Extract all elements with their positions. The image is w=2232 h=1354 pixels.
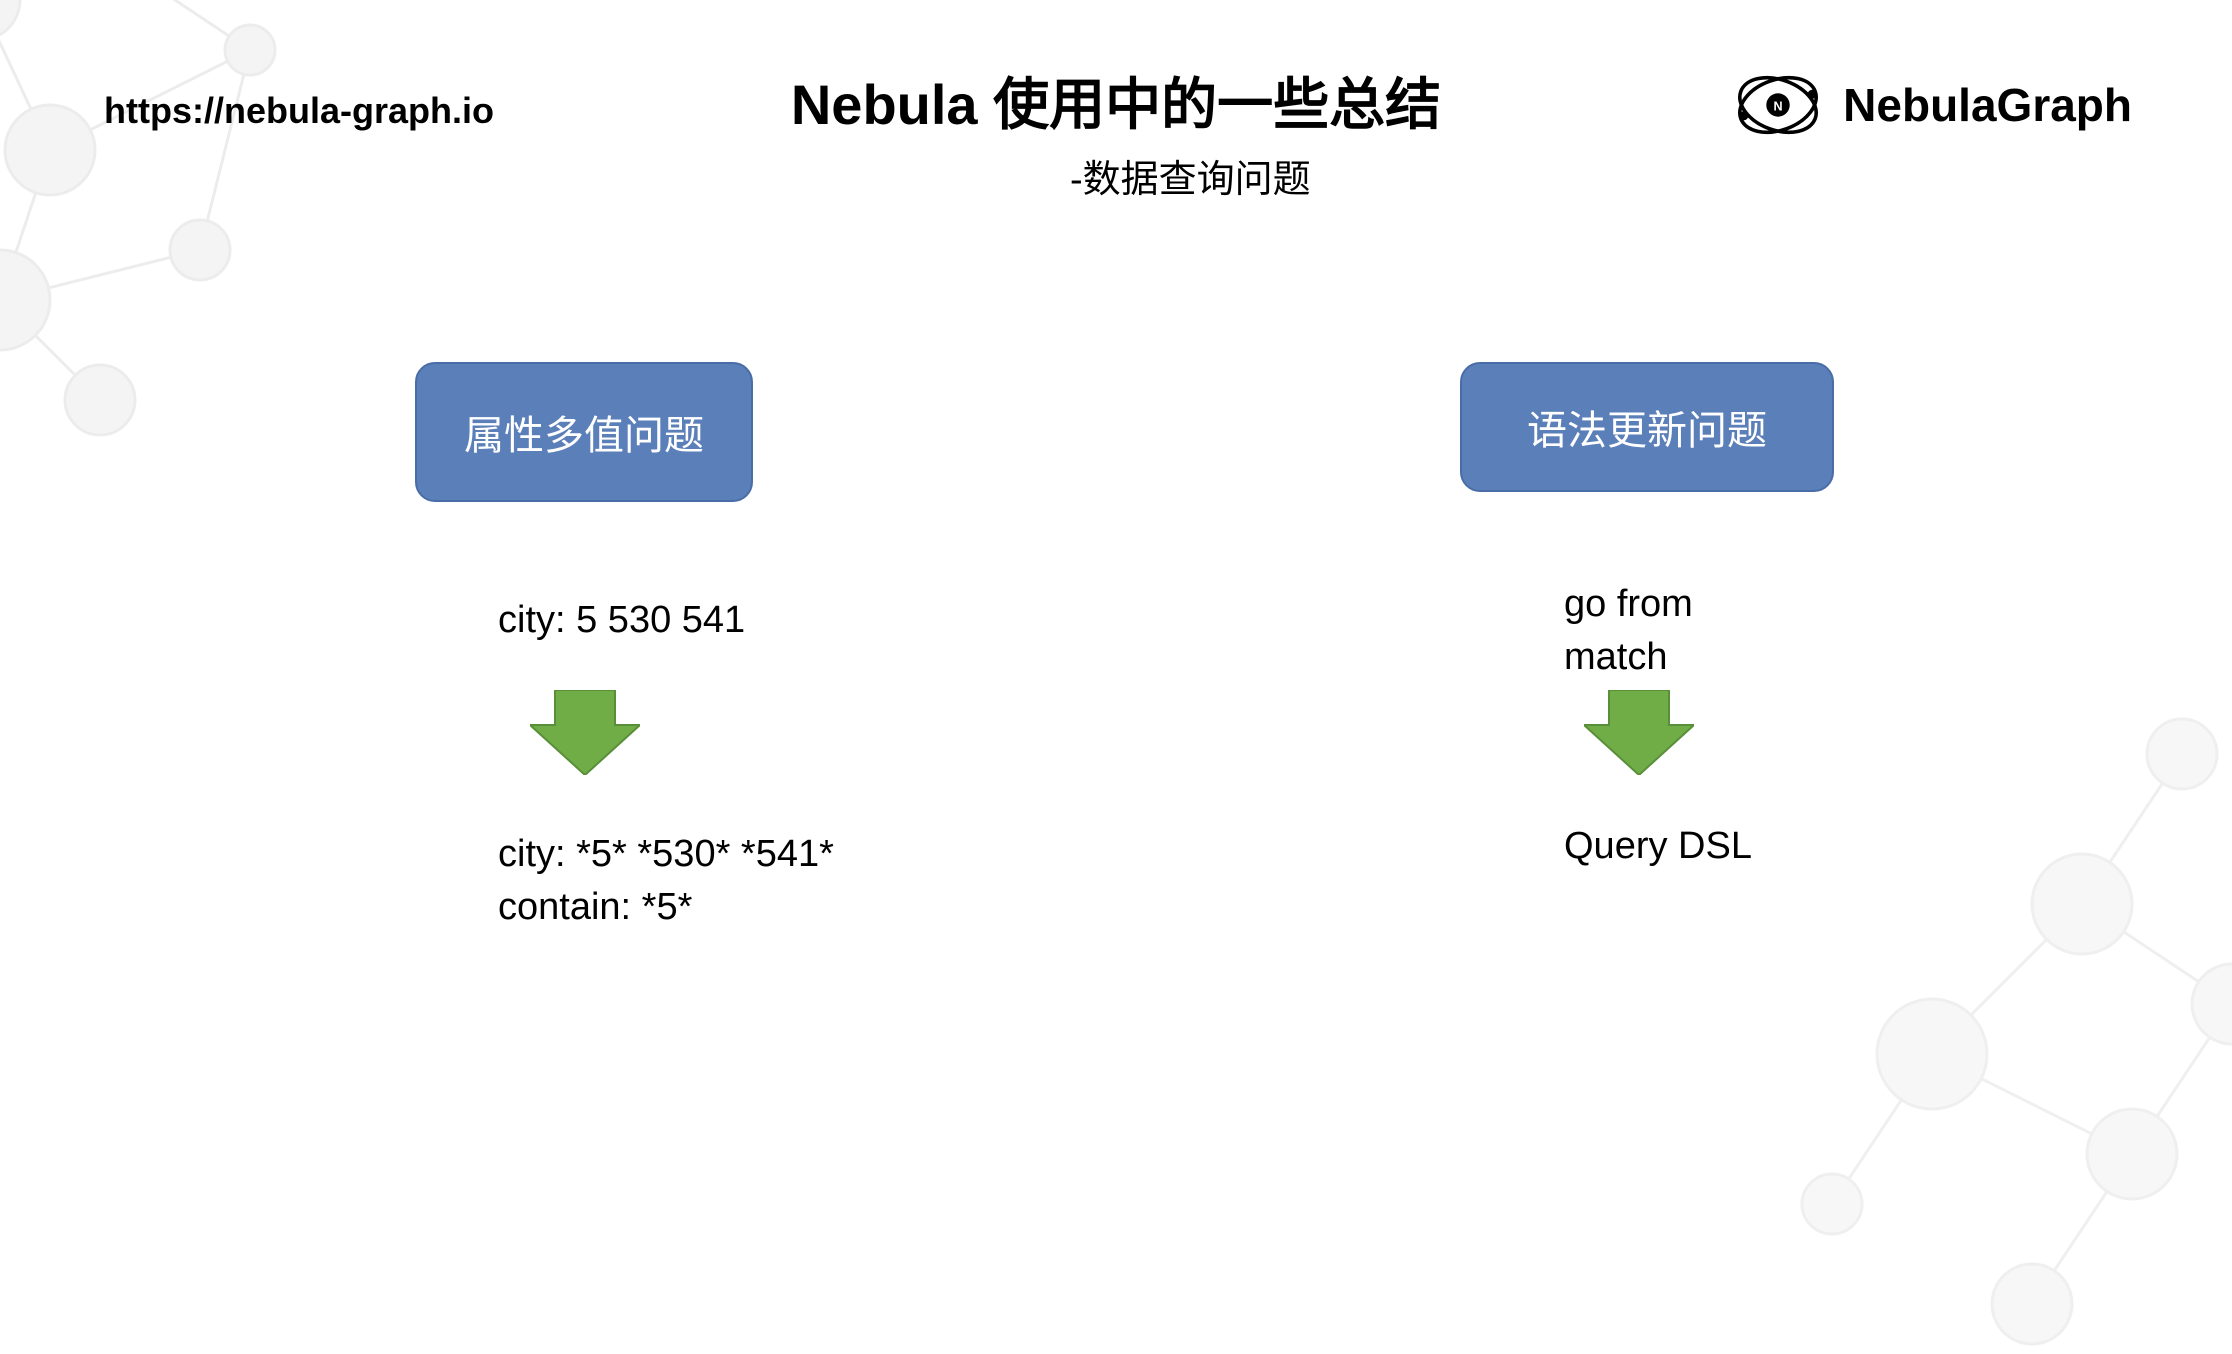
box-syntax-update: 语法更新问题	[1460, 362, 1834, 492]
text-go-from: go from	[1564, 578, 1693, 631]
bg-graph-decoration-tl	[0, 0, 400, 500]
text-syntax-old: go from match	[1564, 578, 1693, 684]
text-city-pattern: city: *5* *530* *541*	[498, 828, 834, 881]
text-contain-pattern: contain: *5*	[498, 881, 834, 934]
subtitle: -数据查询问题	[1070, 148, 1311, 203]
arrow-down-icon	[1584, 690, 1694, 775]
bg-graph-decoration-br	[1732, 654, 2232, 1354]
text-query-dsl: Query DSL	[1564, 820, 1752, 873]
url-text: https://nebula-graph.io	[104, 90, 494, 132]
text-city-original: city: 5 530 541	[498, 594, 745, 647]
text-match: match	[1564, 631, 1693, 684]
box-attribute-multi-value: 属性多值问题	[415, 362, 753, 502]
logo-text: NebulaGraph	[1843, 78, 2132, 132]
main-title: Nebula 使用中的一些总结	[791, 60, 1441, 141]
nebula-logo-icon: N	[1733, 60, 1823, 150]
text-city-transformed: city: *5* *530* *541* contain: *5*	[498, 828, 834, 934]
logo-container: N NebulaGraph	[1733, 60, 2132, 150]
svg-text:N: N	[1774, 99, 1783, 113]
arrow-down-icon	[530, 690, 640, 775]
